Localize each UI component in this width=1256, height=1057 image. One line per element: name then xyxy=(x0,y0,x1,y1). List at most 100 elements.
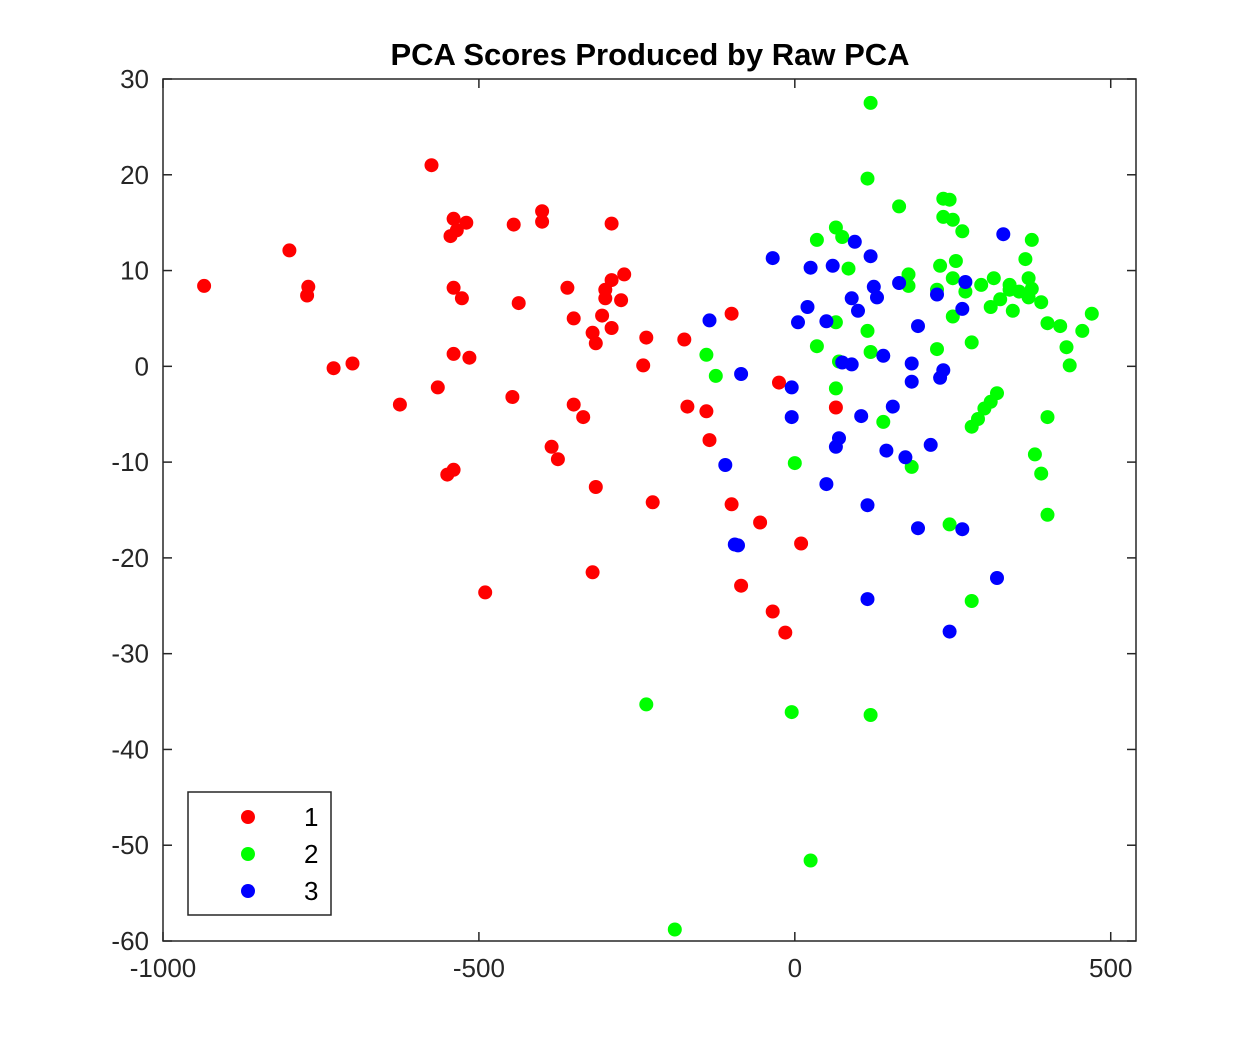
data-point-series-2 xyxy=(1027,447,1042,462)
data-point-series-3 xyxy=(911,319,925,334)
data-point-series-2 xyxy=(1040,410,1055,425)
data-point-series-2 xyxy=(1021,290,1036,305)
data-point-series-3 xyxy=(860,498,875,513)
data-point-series-3 xyxy=(718,458,733,472)
data-point-series-3 xyxy=(870,290,884,305)
data-point-series-1 xyxy=(478,585,493,600)
data-point-series-2 xyxy=(983,300,998,314)
data-point-series-2 xyxy=(993,292,1008,307)
data-point-series-1 xyxy=(794,536,809,551)
data-point-series-2 xyxy=(708,368,723,383)
data-point-series-2 xyxy=(863,95,878,110)
data-point-series-2 xyxy=(1040,507,1055,522)
data-point-series-1 xyxy=(300,288,315,303)
data-point-series-1 xyxy=(535,214,550,229)
data-point-series-1 xyxy=(454,291,469,306)
data-point-series-2 xyxy=(1062,358,1077,373)
y-tick-label: -40 xyxy=(111,734,149,764)
data-point-series-3 xyxy=(876,348,891,363)
data-point-series-3 xyxy=(819,477,834,492)
data-point-series-1 xyxy=(446,211,461,226)
data-point-series-1 xyxy=(585,565,600,580)
data-point-series-1 xyxy=(345,356,360,371)
data-point-series-2 xyxy=(1059,340,1074,355)
data-point-series-1 xyxy=(778,625,793,640)
plot-area: -1000 -500 0 500 30 20 10 0 -10 -20 -30 -40 -50 -60 xyxy=(111,64,1137,983)
legend-label-3: 3 xyxy=(304,876,318,906)
data-point-series-3 xyxy=(844,291,859,306)
y-tick-label: -30 xyxy=(111,639,149,669)
data-point-series-2 xyxy=(860,323,875,338)
data-point-series-2 xyxy=(1018,252,1033,267)
data-point-series-2 xyxy=(787,456,802,471)
x-tick-label: -1000 xyxy=(130,953,197,983)
data-point-series-2 xyxy=(901,267,916,282)
data-point-series-2 xyxy=(945,271,960,286)
data-point-series-1 xyxy=(595,308,610,323)
y-tick-label: -60 xyxy=(111,926,149,956)
data-point-series-1 xyxy=(446,462,461,477)
legend-marker-1 xyxy=(241,810,255,824)
data-point-series-2 xyxy=(942,517,957,532)
data-point-series-3 xyxy=(791,315,805,330)
data-point-series-2 xyxy=(942,192,957,207)
data-point-series-1 xyxy=(753,515,768,530)
legend: 1 2 3 xyxy=(187,791,332,916)
data-point-series-3 xyxy=(996,227,1011,242)
data-point-series-3 xyxy=(825,258,840,273)
data-point-series-2 xyxy=(667,922,682,937)
data-point-series-3 xyxy=(923,437,938,452)
data-point-series-1 xyxy=(576,410,591,425)
data-point-series-2 xyxy=(1084,306,1099,321)
data-point-series-2 xyxy=(945,309,960,324)
data-point-series-2 xyxy=(639,697,654,712)
data-point-series-3 xyxy=(863,249,878,264)
data-point-series-2 xyxy=(828,381,843,396)
y-tick-label: -10 xyxy=(111,447,149,477)
data-point-series-2 xyxy=(1024,232,1039,247)
data-point-series-1 xyxy=(604,273,619,288)
data-point-series-2 xyxy=(863,708,878,722)
data-point-series-1 xyxy=(392,397,407,412)
data-point-series-1 xyxy=(699,404,714,419)
data-point-series-2 xyxy=(892,199,907,214)
y-tick-label: -20 xyxy=(111,543,149,573)
data-point-series-3 xyxy=(860,592,875,607)
data-point-series-3 xyxy=(911,521,925,536)
legend-label-2: 2 xyxy=(304,839,318,869)
data-point-series-2 xyxy=(1005,303,1020,318)
data-point-series-1 xyxy=(197,278,212,293)
data-point-series-2 xyxy=(835,230,850,244)
chart-title: PCA Scores Produced by Raw PCA xyxy=(390,37,909,72)
data-point-series-2 xyxy=(809,232,824,247)
y-tick-label: 20 xyxy=(120,160,149,190)
data-point-series-1 xyxy=(566,311,581,326)
data-point-series-3 xyxy=(803,260,818,275)
data-point-series-1 xyxy=(506,217,521,232)
data-point-series-1 xyxy=(446,280,461,295)
data-point-series-1 xyxy=(566,397,581,412)
data-point-series-2 xyxy=(964,335,979,350)
data-point-series-3 xyxy=(835,355,850,370)
data-point-series-1 xyxy=(588,336,603,351)
data-point-series-2 xyxy=(1075,323,1090,338)
data-point-series-2 xyxy=(784,705,799,720)
data-point-series-3 xyxy=(734,367,749,381)
data-point-series-3 xyxy=(800,300,815,314)
y-tick-label: 30 xyxy=(120,64,149,94)
data-point-series-3 xyxy=(866,279,881,294)
data-point-series-2 xyxy=(1040,316,1055,331)
data-point-series-2 xyxy=(860,171,875,186)
data-point-series-1 xyxy=(828,400,843,415)
data-point-series-2 xyxy=(1021,271,1036,286)
data-point-series-1 xyxy=(511,296,526,311)
data-point-series-2 xyxy=(876,414,891,429)
data-point-series-3 xyxy=(955,522,970,537)
data-point-series-1 xyxy=(639,330,654,345)
x-tick-label: 500 xyxy=(1089,953,1132,983)
data-point-series-1 xyxy=(604,216,619,231)
data-point-series-1 xyxy=(598,291,613,306)
data-point-series-3 xyxy=(828,439,843,454)
axes-box xyxy=(162,78,1137,942)
